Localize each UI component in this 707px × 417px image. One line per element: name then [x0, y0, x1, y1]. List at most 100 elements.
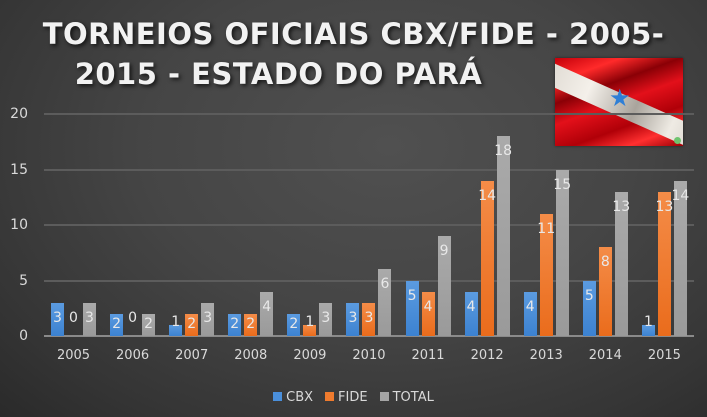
category-group: 4 11 15: [517, 114, 576, 336]
legend-label: CBX: [286, 390, 314, 405]
chart-title-line-2: 2015 - ESTADO DO PARÁ: [74, 57, 483, 91]
data-label: 4: [466, 298, 476, 315]
x-tick-label: 2006: [116, 348, 150, 363]
para-flag-image: ★: [555, 58, 683, 146]
chart-title: TORNEIOS OFICIAIS CBX/FIDE - 2005- 2015 …: [0, 14, 707, 94]
data-label: 13: [655, 198, 674, 215]
bar-cbx: [464, 291, 478, 336]
bar-cbx: [405, 280, 419, 336]
data-label: 3: [348, 309, 358, 326]
x-tick-label: 2015: [647, 348, 681, 363]
data-label: 4: [525, 298, 535, 315]
x-tick-label: 2005: [56, 348, 91, 363]
plot-area: 3 0 3 2 0 2 1 2 3 2 2 4 2 1 3 3 3 6 5 4 9 4 14 18 4 11 15 5 8 13 1 13 14: [44, 113, 694, 337]
legend: CBX FIDE TOTAL: [0, 390, 707, 405]
chart-title-line-1: TORNEIOS OFICIAIS CBX/FIDE - 2005-: [42, 17, 665, 51]
bar-cbx: [287, 313, 301, 336]
x-tick-label: 2014: [588, 348, 622, 363]
bar-cbx: [169, 324, 183, 336]
data-label: 2: [187, 315, 197, 332]
x-tick-label: 2009: [293, 348, 327, 363]
bar-total: [614, 191, 628, 336]
bar-fide: [362, 302, 376, 336]
gridline: [44, 168, 694, 171]
legend-swatch-icon: [273, 392, 283, 401]
bar-total: [260, 291, 274, 336]
data-label: 4: [262, 298, 272, 315]
bar-fide: [657, 191, 671, 336]
data-label: 4: [423, 298, 433, 315]
legend-swatch-icon: [325, 392, 335, 401]
data-label: 5: [584, 287, 594, 304]
data-label: 15: [553, 176, 572, 193]
bar-fide: [185, 313, 199, 336]
x-tick-label: 2007: [175, 348, 209, 363]
bar-fide: [598, 247, 612, 336]
bar-total: [201, 302, 215, 336]
bar-cbx: [641, 324, 655, 336]
x-tick-label: 2011: [411, 348, 445, 363]
category-group: 4 14 18: [458, 114, 517, 336]
x-axis-line: [44, 335, 694, 337]
gridline: [44, 224, 694, 226]
bar-total: [142, 313, 156, 336]
data-label: 5: [407, 287, 417, 304]
bar-cbx: [582, 280, 596, 336]
bar-cbx: [51, 302, 64, 336]
bar-total: [496, 136, 510, 336]
data-label: 1: [643, 314, 653, 330]
x-tick-label: 2010: [352, 348, 386, 363]
bar-fide: [421, 291, 435, 336]
bar-total: [83, 302, 96, 336]
legend-label: FIDE: [338, 390, 368, 405]
data-label: 11: [537, 220, 556, 237]
data-label: 8: [600, 254, 610, 271]
bar-total: [673, 180, 687, 336]
legend-swatch-icon: [379, 392, 389, 401]
data-label: 0: [128, 310, 138, 326]
data-label: 3: [321, 309, 331, 326]
data-label: 2: [112, 315, 122, 332]
data-label: 14: [671, 187, 690, 204]
data-label: 1: [171, 314, 181, 330]
gridline: [44, 279, 694, 282]
gridline: [44, 113, 694, 115]
data-label: 2: [289, 315, 299, 332]
bar-total: [378, 269, 392, 336]
bar-total: [437, 236, 451, 336]
bar-total: [319, 302, 333, 336]
bar-cbx: [346, 302, 360, 336]
bar-fide: [480, 180, 494, 336]
data-label: 14: [478, 187, 497, 204]
category-group: 5 8 13: [576, 114, 635, 336]
y-tick-label: 10: [10, 217, 28, 233]
data-label: 3: [364, 309, 374, 326]
legend-item-fide: FIDE: [325, 390, 368, 405]
data-label: 2: [230, 315, 240, 332]
star-icon: ★: [609, 84, 631, 112]
bar-fide: [244, 313, 258, 336]
category-group: 1 13 14: [635, 114, 694, 336]
data-label: 9: [439, 243, 449, 260]
bar-cbx: [523, 291, 537, 336]
legend-label: TOTAL: [392, 390, 434, 405]
bar-cbx: [228, 313, 242, 336]
x-tick-label: 2012: [470, 348, 504, 363]
y-tick-label: 5: [19, 272, 28, 289]
data-label: 13: [612, 198, 631, 215]
data-label: 0: [69, 310, 78, 326]
data-label: 3: [203, 309, 213, 326]
data-label: 18: [494, 143, 513, 160]
y-tick-label: 15: [10, 161, 28, 178]
x-tick-label: 2013: [529, 348, 563, 363]
data-label: 1: [305, 314, 315, 330]
data-label: 2: [246, 315, 256, 332]
y-tick-label: 20: [10, 106, 28, 122]
legend-item-total: TOTAL: [379, 390, 434, 405]
